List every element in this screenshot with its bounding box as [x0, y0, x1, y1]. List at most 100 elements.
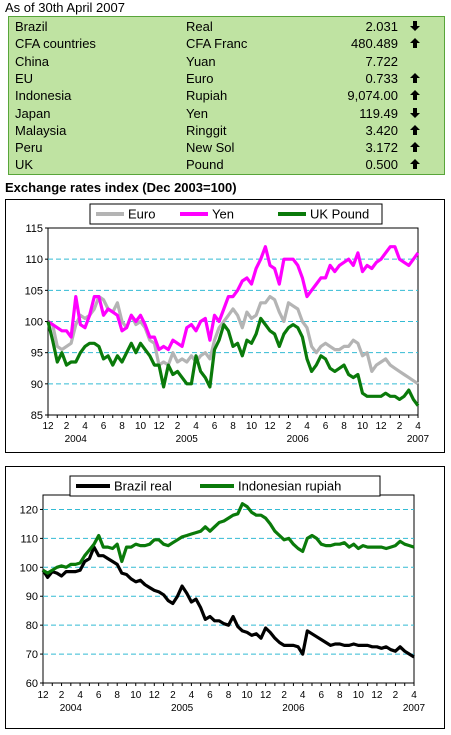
currency-name: Ringgit — [186, 122, 227, 138]
x-tick-label: 4 — [193, 421, 199, 432]
y-tick-label: 120 — [20, 504, 38, 516]
series-line-brazil-real — [41, 545, 415, 659]
currency-name: Yen — [186, 105, 208, 121]
x-year-label: 2007 — [403, 703, 426, 714]
country-name: CFA countries — [15, 36, 96, 52]
exchange-rates-table: Brazil Real 2.031 CFA countries CFA Franc 480… — [8, 16, 445, 175]
x-tick-label: 10 — [353, 690, 365, 701]
y-tick-label: 60 — [26, 678, 38, 690]
legend-label: UK Pound — [310, 207, 369, 222]
rate-row: UK Pound 0.500 — [9, 156, 444, 173]
rate-row: Peru New Sol 3.172 — [9, 139, 444, 156]
currency-name: CFA Franc — [186, 36, 248, 52]
country-name: Peru — [15, 140, 43, 156]
chart1-svg: 85 90 95 100 105 110 115 12 2 4 6 8 10 12 2 4 6 8 10 12 2 4 6 8… — [25, 203, 430, 445]
rate-row: Japan Yen 119.49 — [9, 105, 444, 122]
x-tick-label: 10 — [130, 690, 142, 701]
rate-value: 0.733 — [365, 70, 398, 86]
rate-value: 480.489 — [351, 36, 398, 52]
currency-name: Pound — [186, 157, 224, 173]
x-tick-label: 12 — [260, 690, 272, 701]
rate-value: 7.722 — [365, 53, 398, 69]
y-tick-label: 100 — [25, 317, 43, 329]
country-name: China — [15, 53, 49, 69]
y-tick-label: 70 — [26, 649, 38, 661]
x-tick-label: 6 — [96, 690, 102, 701]
series-line-uk-pound — [46, 316, 420, 407]
rate-value: 9,074.00 — [347, 88, 398, 104]
x-tick-label: 2 — [281, 690, 287, 701]
x-tick-label: 6 — [318, 690, 324, 701]
x-tick-label: 6 — [323, 421, 329, 432]
legend-label: Brazil real — [114, 479, 172, 494]
currency-name: New Sol — [186, 140, 235, 156]
x-year-label: 2006 — [287, 434, 310, 445]
x-tick-label: 2 — [393, 690, 399, 701]
x-tick-label: 4 — [189, 690, 195, 701]
x-tick-label: 2 — [170, 690, 176, 701]
country-name: UK — [15, 157, 34, 173]
arrow-up-icon — [410, 156, 420, 173]
x-tick-label: 2 — [175, 421, 181, 432]
legend-label: Yen — [212, 207, 234, 222]
x-tick-label: 12 — [375, 421, 387, 432]
y-tick-label: 100 — [20, 562, 38, 574]
rate-value: 0.500 — [365, 157, 398, 173]
country-name: Japan — [15, 105, 51, 121]
x-tick-label: 2 — [286, 421, 292, 432]
x-tick-label: 2 — [397, 421, 403, 432]
x-tick-label: 8 — [226, 690, 232, 701]
arrow-down-icon — [410, 18, 420, 35]
x-tick-label: 10 — [241, 690, 253, 701]
x-year-label: 2005 — [176, 434, 199, 445]
legend-label: Euro — [128, 207, 155, 222]
rate-row: Brazil Real 2.031 — [9, 18, 444, 35]
x-tick-label: 6 — [212, 421, 218, 432]
chart-emerging-currencies: 60 70 80 90 100 110 120 12 2 4 6 8 10 12 2 4 6 8 10 12 2 4 6 8 1… — [5, 466, 445, 729]
country-name: EU — [15, 70, 34, 86]
x-year-label: 2004 — [65, 434, 88, 445]
rate-row: Indonesia Rupiah 9,074.00 — [9, 87, 444, 104]
x-tick-label: 12 — [42, 421, 54, 432]
y-tick-label: 110 — [25, 254, 43, 266]
arrow-up-icon — [410, 122, 420, 139]
series-line-indonesian-rupiah — [42, 502, 415, 575]
arrow-up-icon — [410, 139, 420, 156]
arrow-up-icon — [410, 35, 420, 52]
y-tick-label: 80 — [26, 620, 38, 632]
arrow-up-icon — [410, 87, 420, 104]
x-tick-label: 8 — [230, 421, 236, 432]
currency-name: Rupiah — [186, 88, 228, 104]
as-of-date: As of 30th April 2007 — [5, 0, 125, 15]
arrow-down-icon — [410, 105, 420, 122]
country-name: Brazil — [15, 19, 48, 34]
rate-value: 3.172 — [365, 140, 398, 156]
legend — [89, 203, 383, 225]
x-tick-label: 4 — [411, 690, 417, 701]
y-tick-label: 105 — [25, 285, 43, 297]
x-tick-label: 10 — [135, 421, 147, 432]
x-tick-label: 2 — [64, 421, 70, 432]
x-tick-label: 12 — [37, 690, 49, 701]
currency-name: Real — [186, 19, 213, 34]
chart-major-currencies: 85 90 95 100 105 110 115 12 2 4 6 8 10 12 2 4 6 8 10 12 2 4 6 8… — [5, 199, 445, 453]
currency-name: Euro — [186, 70, 214, 86]
x-year-label: 2007 — [407, 434, 430, 445]
x-tick-label: 10 — [246, 421, 258, 432]
y-tick-label: 90 — [26, 591, 38, 603]
x-tick-label: 6 — [101, 421, 107, 432]
y-tick-label: 90 — [31, 379, 43, 391]
y-tick-label: 95 — [31, 348, 43, 360]
x-tick-label: 4 — [82, 421, 88, 432]
rate-value: 2.031 — [365, 19, 398, 34]
x-tick-label: 12 — [153, 421, 165, 432]
x-tick-label: 8 — [337, 690, 343, 701]
rate-value: 3.420 — [365, 122, 398, 138]
y-tick-label: 110 — [20, 533, 38, 545]
country-name: Indonesia — [15, 88, 72, 104]
x-year-label: 2004 — [60, 703, 83, 714]
x-tick-label: 4 — [77, 690, 83, 701]
chart-title: Exchange rates index (Dec 2003=100) — [5, 180, 237, 195]
x-tick-label: 10 — [357, 421, 369, 432]
